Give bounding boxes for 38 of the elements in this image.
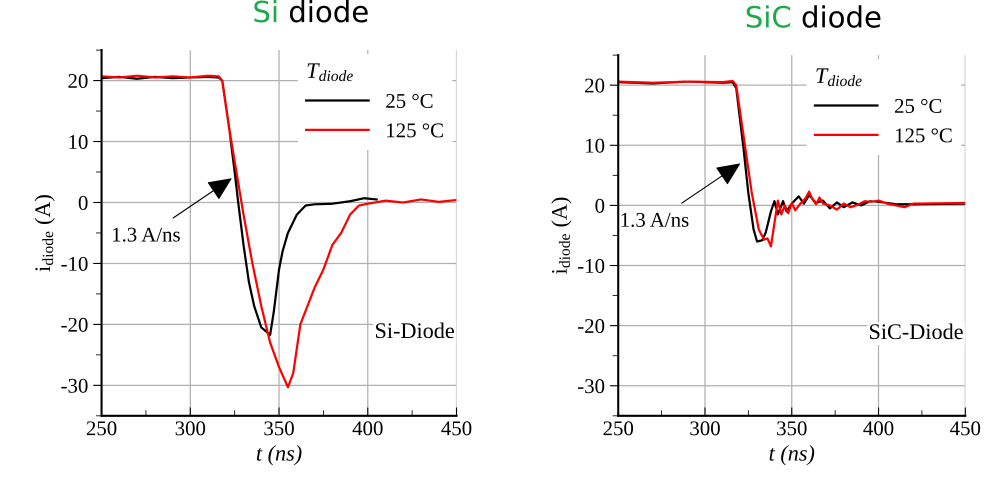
y-axis-title: i$_{diode}$ (A) xyxy=(34,195,55,272)
y-tick-label: 20 xyxy=(68,74,88,88)
y-axis-title: i$_{diode}$ (A) xyxy=(551,198,572,274)
x-axis-title: t (ns) xyxy=(770,445,814,466)
y-tick-label: 0 xyxy=(78,196,88,210)
legend-title: T$_{diode}$ xyxy=(308,63,353,82)
chart-title: Si diode xyxy=(254,0,368,23)
y-tick-label: -10 xyxy=(578,258,604,273)
chart-title: SiC diode xyxy=(746,5,880,28)
annotation: 1.3 A/ns xyxy=(112,228,180,242)
legend-label: 25 °C xyxy=(895,98,942,113)
y-tick-label: -30 xyxy=(578,379,604,394)
y-tick-label: -20 xyxy=(578,319,604,334)
x-tick-label: 350 xyxy=(777,421,807,436)
x-axis-title: t (ns) xyxy=(256,445,302,466)
y-tick-label: -10 xyxy=(61,256,88,271)
annotation: SiC-Diode xyxy=(870,324,963,340)
legend-label: 25 °C xyxy=(386,94,432,108)
x-tick-label: 400 xyxy=(863,421,894,436)
y-tick-label: 0 xyxy=(595,198,604,213)
legend-label: 125 °C xyxy=(387,123,443,138)
y-tick-label: 10 xyxy=(586,138,604,153)
x-tick-label: 450 xyxy=(441,421,472,436)
x-tick-label: 300 xyxy=(176,421,206,436)
x-tick-label: 450 xyxy=(950,421,980,436)
x-tick-label: 350 xyxy=(264,421,294,436)
legend-label: 125 °C xyxy=(896,128,952,142)
y-tick-label: 20 xyxy=(585,78,604,93)
y-tick-label: -20 xyxy=(61,318,88,332)
x-tick-label: 400 xyxy=(352,421,383,436)
x-tick-label: 300 xyxy=(690,421,720,436)
x-tick-label: 250 xyxy=(604,421,634,436)
annotation: Si-Diode xyxy=(376,322,454,338)
annotation: 1.3 A/ns xyxy=(622,212,688,227)
x-tick-label: 250 xyxy=(86,421,116,436)
legend-title: T$_{diode}$ xyxy=(816,68,862,86)
y-tick-label: 10 xyxy=(69,134,88,149)
y-tick-label: -30 xyxy=(61,378,88,393)
